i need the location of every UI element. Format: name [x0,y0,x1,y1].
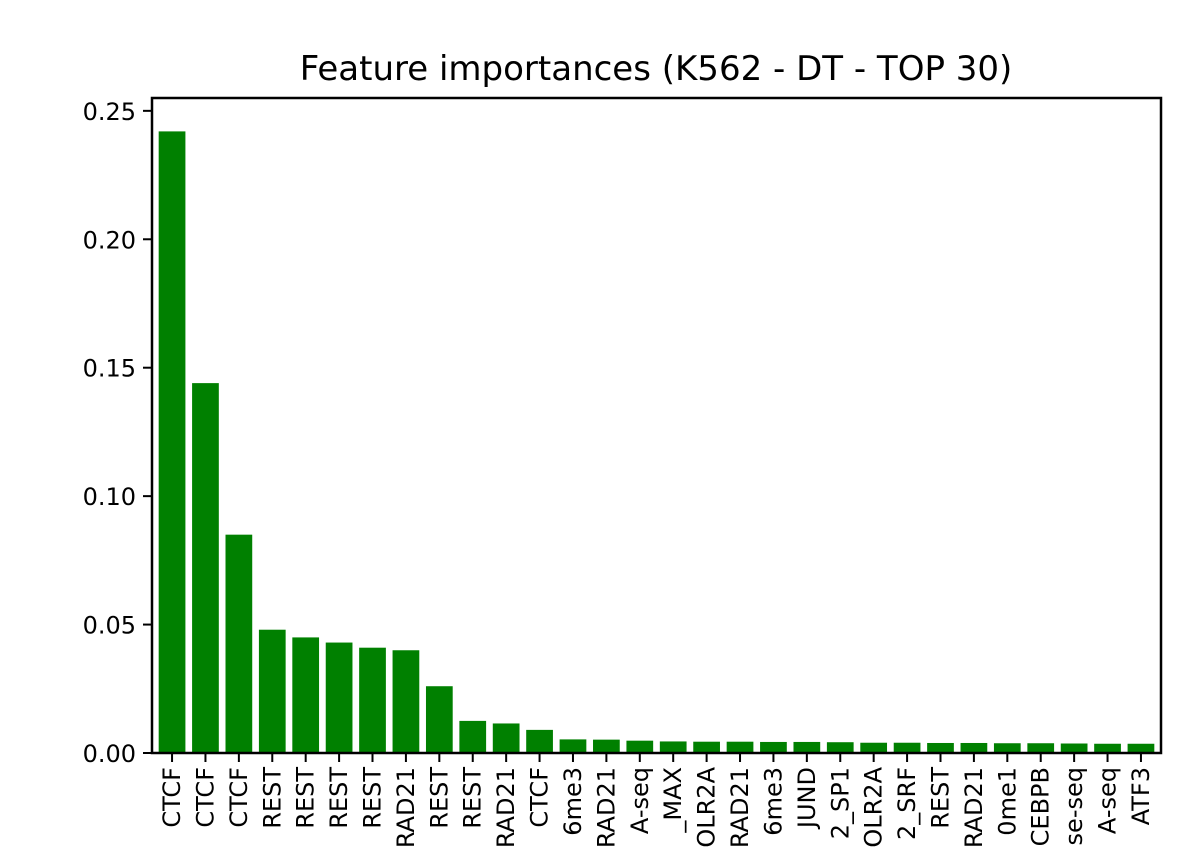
bar-8 [392,650,420,753]
bar-30 [1127,743,1155,753]
plot-area-frame [150,96,1163,755]
bar-1 [158,131,186,753]
bar-18 [726,741,754,753]
x-tick-label: RAD21 [392,767,420,848]
bar-21 [826,742,854,753]
x-tick-label: A-seq [626,767,654,834]
bar-4 [258,629,286,753]
x-tick-label: 2_SRF [893,767,921,840]
chart-title: Feature importances (K562 - DT - TOP 30) [300,49,1013,89]
bar-29 [1094,743,1121,753]
x-tick-label: ATF3 [1127,767,1155,825]
bar-3 [225,534,253,753]
x-tick-label: RAD21 [492,767,520,848]
x-tick-label: A-seq [1094,767,1122,834]
y-tick-label: 0.05 [83,612,136,640]
y-tick-label: 0.25 [83,98,136,126]
x-tick-label: CTCF [225,767,253,828]
x-tick-label: 0me1 [993,767,1021,836]
x-tick-label: se-seq [1060,767,1088,845]
x-tick-label: CTCF [191,767,219,828]
bar-23 [893,742,921,753]
x-tick-label: CTCF [158,767,186,828]
x-tick-label: REST [325,767,353,829]
x-tick-label: CEBPB [1027,767,1055,846]
x-tick-label: REST [459,767,487,829]
bar-12 [526,729,553,753]
y-axis: 0.00 0.05 0.10 0.15 0.20 0.25 [83,98,152,768]
bar-7 [359,647,386,753]
x-tick-label: RAD21 [960,767,988,848]
x-tick-label: REST [258,767,286,829]
bar-22 [860,742,888,753]
bar-10 [459,720,487,753]
bar-6 [325,642,353,753]
bar-11 [492,723,520,753]
bar-5 [292,637,320,753]
bar-16 [659,741,687,753]
bar-28 [1060,743,1088,753]
x-tick-label: 6me3 [559,767,587,836]
x-tick-label: JUND [793,767,821,830]
x-tick-label: REST [292,767,320,829]
x-tick-label: OLR2A [860,766,888,847]
bar-26 [993,743,1021,753]
x-axis: CTCF CTCF CTCF REST REST REST REST RAD21 REST RES… [158,753,1155,848]
bar-9 [425,686,453,753]
bar-15 [626,740,654,753]
y-tick-label: 0.10 [83,483,136,511]
x-tick-label: REST [425,767,453,829]
x-tick-label: CTCF [526,767,554,828]
bar-14 [593,739,620,753]
x-tick-label: OLR2A [693,766,721,847]
x-tick-label: REST [926,767,954,829]
x-tick-label: 2_SP1 [826,767,854,839]
x-tick-label: REST [359,767,387,829]
x-tick-label: RAD21 [592,767,620,848]
bar-27 [1027,743,1055,753]
bar-2 [192,383,219,753]
y-tick-label: 0.20 [83,226,136,254]
bar-17 [693,741,720,753]
bar-19 [760,741,787,753]
y-tick-label: 0.00 [83,740,136,768]
y-tick-label: 0.15 [83,355,136,383]
x-tick-label: _MAX [659,767,687,834]
bar-13 [559,739,587,753]
bar-25 [960,742,988,753]
bars-layer [158,131,1155,753]
x-tick-label: RAD21 [726,767,754,848]
bar-20 [793,741,821,753]
x-tick-label: 6me3 [759,767,787,836]
bar-24 [927,742,954,753]
